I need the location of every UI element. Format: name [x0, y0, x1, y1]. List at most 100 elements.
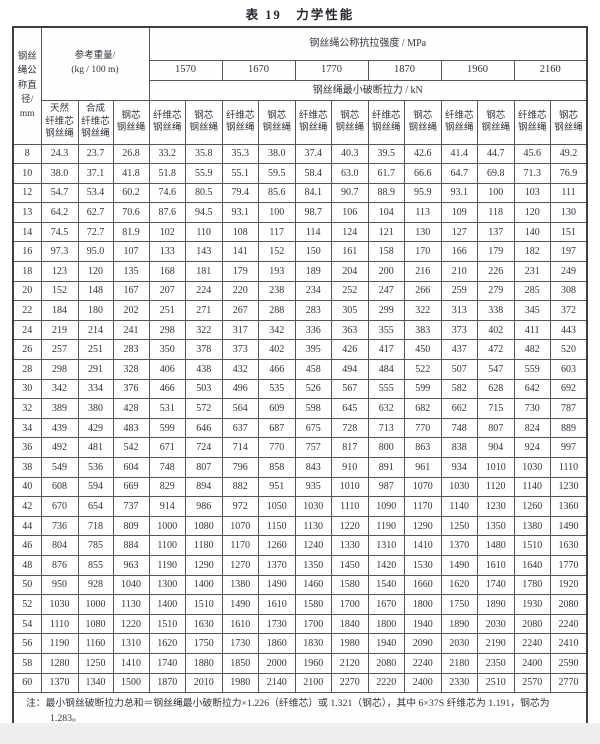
value-cell: 1360: [550, 496, 588, 517]
table-row: 46 804 785 884 1100 1180 1170 1260 1240 1330 1310 1…: [12, 535, 588, 556]
value-cell: 106: [331, 202, 369, 223]
value-cell: 79.4: [221, 182, 259, 204]
value-cell: 417: [367, 339, 405, 361]
value-cell: 81.9: [112, 221, 150, 243]
value-cell: 342: [40, 378, 79, 400]
value-cell: 963: [112, 554, 150, 576]
value-cell: 1150: [258, 515, 296, 537]
value-cell: 1640: [513, 554, 551, 576]
value-cell: 1250: [77, 652, 114, 674]
value-cell: 855: [77, 554, 114, 576]
value-cell: 167: [112, 280, 150, 302]
value-cell: 60.2: [112, 182, 150, 204]
table-body: 8 24.3 23.7 26.8 33.2 35.8 35.3 38.0 37.4 40.3 39.…: [12, 143, 588, 694]
value-cell: 93.1: [440, 182, 478, 204]
value-cell: 496: [221, 378, 259, 400]
value-cell: 271: [185, 300, 223, 321]
value-cell: 1730: [221, 633, 259, 654]
value-cell: 535: [258, 378, 296, 400]
value-cell: 1800: [367, 613, 405, 635]
value-cell: 787: [550, 398, 588, 419]
value-cell: 152: [258, 241, 296, 263]
value-cell: 42.6: [404, 143, 442, 165]
diameter-column-header: 钢丝 绳公 称直 径/ mm: [12, 26, 42, 145]
steel-core-header: 钢芯 钢丝绳: [404, 99, 442, 145]
value-cell: 800: [367, 437, 405, 458]
value-cell: 241: [112, 319, 150, 341]
value-cell: 2080: [513, 613, 551, 635]
value-cell: 38.0: [258, 143, 296, 165]
value-cell: 547: [477, 359, 515, 380]
value-cell: 582: [440, 378, 478, 400]
value-cell: 564: [221, 398, 259, 419]
value-cell: 130: [404, 221, 442, 243]
value-cell: 71.3: [513, 163, 551, 184]
value-cell: 1380: [221, 574, 259, 596]
value-cell: 87.6: [148, 202, 186, 223]
value-cell: 1510: [185, 594, 223, 615]
table-row: 34 439 429 483 599 646 637 687 675 728 713 770 748 80…: [12, 417, 588, 439]
value-cell: 889: [550, 417, 588, 439]
diameter-cell: 12: [12, 182, 42, 204]
value-cell: 74.5: [40, 221, 79, 243]
value-cell: 66.6: [404, 163, 442, 184]
value-cell: 80.5: [185, 182, 223, 204]
value-cell: 910: [331, 457, 369, 478]
value-cell: 1030: [440, 476, 478, 498]
steel-core-header: 钢芯 钢丝绳: [477, 99, 515, 145]
value-cell: 120: [513, 202, 551, 223]
value-cell: 378: [185, 339, 223, 361]
value-cell: 2220: [367, 672, 405, 694]
value-cell: 288: [258, 300, 296, 321]
value-cell: 127: [440, 221, 478, 243]
value-cell: 1260: [513, 496, 551, 517]
page-title: 表 19 力学性能: [245, 8, 355, 22]
value-cell: 428: [112, 398, 150, 419]
value-cell: 2770: [550, 672, 588, 694]
value-cell: 1890: [440, 613, 478, 635]
value-cell: 2090: [404, 633, 442, 654]
value-cell: 1700: [294, 613, 332, 635]
value-cell: 950: [40, 574, 79, 596]
value-cell: 934: [440, 457, 478, 478]
value-cell: 1730: [258, 613, 296, 635]
value-cell: 322: [404, 300, 442, 321]
value-cell: 1800: [404, 594, 442, 615]
value-cell: 1510: [513, 535, 551, 556]
value-cell: 559: [513, 359, 551, 380]
value-cell: 807: [185, 457, 223, 478]
value-cell: 76.9: [550, 163, 588, 184]
value-cell: 124: [331, 221, 369, 243]
value-cell: 466: [148, 378, 186, 400]
value-cell: 924: [513, 437, 551, 458]
value-cell: 104: [367, 202, 405, 223]
value-cell: 935: [294, 476, 332, 498]
value-cell: 26.8: [112, 143, 150, 165]
value-cell: 107: [112, 241, 150, 263]
value-cell: 355: [367, 319, 405, 341]
value-cell: 2240: [550, 613, 588, 635]
value-cell: 972: [221, 496, 259, 517]
value-cell: 2030: [440, 633, 478, 654]
value-cell: 858: [258, 457, 296, 478]
value-cell: 1330: [331, 535, 369, 556]
value-cell: 748: [148, 457, 186, 478]
value-cell: 158: [367, 241, 405, 263]
value-cell: 542: [112, 437, 150, 458]
value-cell: 161: [331, 241, 369, 263]
value-cell: 1380: [513, 515, 551, 537]
value-cell: 904: [477, 437, 515, 458]
value-cell: 1750: [185, 633, 223, 654]
value-cell: 39.5: [367, 143, 405, 165]
value-cell: 166: [440, 241, 478, 263]
value-cell: 1220: [331, 515, 369, 537]
value-cell: 1370: [258, 554, 296, 576]
value-cell: 141: [221, 241, 259, 263]
value-cell: 1230: [477, 496, 515, 517]
value-cell: 715: [477, 398, 515, 419]
value-cell: 130: [550, 202, 588, 223]
value-cell: 2510: [477, 672, 515, 694]
value-cell: 133: [148, 241, 186, 263]
value-cell: 64.2: [40, 202, 79, 223]
value-cell: 72.7: [77, 221, 114, 243]
